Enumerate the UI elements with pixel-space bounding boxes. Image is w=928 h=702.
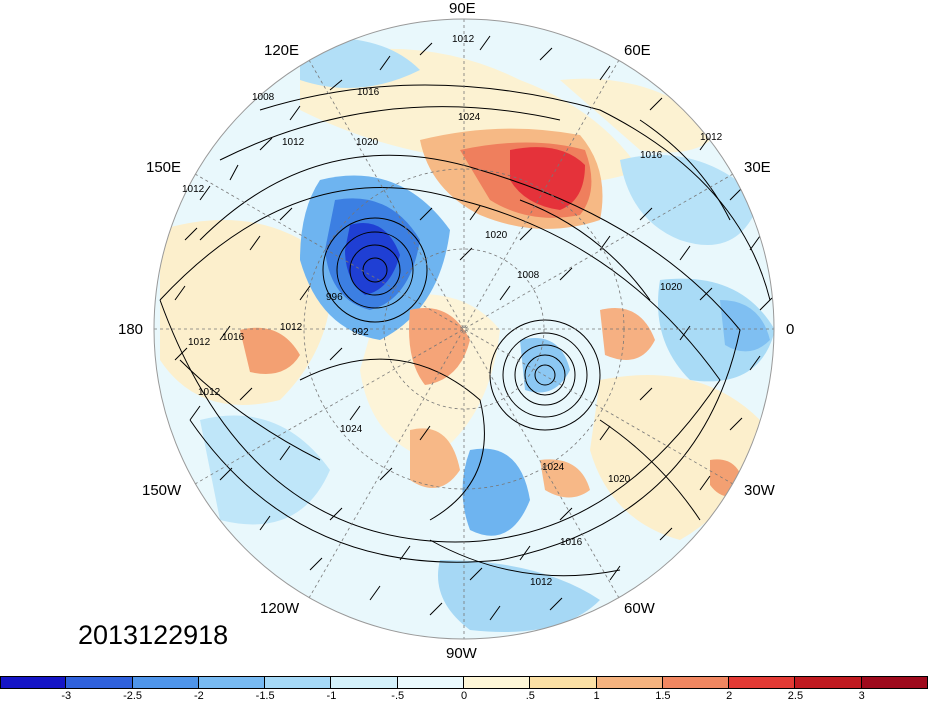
contour-label: 1012 xyxy=(282,137,305,148)
colorbar-swatch xyxy=(331,676,398,689)
date-stamp: 2013122918 xyxy=(78,620,229,650)
colorbar-swatch xyxy=(0,676,67,689)
colorbar-tick-label: 3 xyxy=(858,690,865,702)
colorbar-tick-label: .5 xyxy=(525,690,535,702)
colorbar-tick-label: -1 xyxy=(326,690,337,702)
colorbar-swatch xyxy=(66,676,133,689)
colorbar-swatch xyxy=(464,676,531,689)
lon-label-30e: 30E xyxy=(744,159,771,176)
contour-label: 1024 xyxy=(542,462,565,473)
colorbar-tick-label: 0 xyxy=(460,690,468,702)
contour-label: 1024 xyxy=(340,424,363,435)
colorbar-swatch xyxy=(397,676,464,689)
contour-label: 1008 xyxy=(517,270,540,281)
contour-label: 1012 xyxy=(452,34,475,45)
contour-label: 1008 xyxy=(252,92,275,103)
colorbar-tick-label: -2.5 xyxy=(123,690,143,702)
lon-label-150w: 150W xyxy=(142,482,182,499)
contour-label-group: 1012 1016 1008 1012 1020 1024 1012 1016 … xyxy=(182,34,723,588)
colorbar-tick-label: 1 xyxy=(593,690,600,702)
colorbar-tick-label: 2 xyxy=(726,690,733,702)
lon-label-60w: 60W xyxy=(624,600,655,617)
colorbar-swatch xyxy=(729,676,796,689)
polar-map: 1012 1016 1008 1012 1020 1024 1012 1016 … xyxy=(153,18,775,640)
map-boundary xyxy=(153,18,775,640)
colorbar-swatch xyxy=(795,676,862,689)
wind-barbs xyxy=(174,35,773,621)
colorbar-swatch xyxy=(132,676,199,689)
contour-label: 1020 xyxy=(608,474,631,485)
lon-label-120w: 120W xyxy=(260,600,300,617)
contour-label: 1012 xyxy=(700,132,723,143)
contour-label: 1012 xyxy=(280,322,303,333)
colorbar-frame xyxy=(0,676,928,689)
lon-label-90w: 90W xyxy=(446,645,477,662)
colorbar-tick-label: -2 xyxy=(193,690,204,702)
lon-label-60e: 60E xyxy=(624,42,651,59)
lon-label-30w: 30W xyxy=(744,482,775,499)
contour-label: 1012 xyxy=(182,184,205,195)
lon-label-180: 180 xyxy=(118,321,144,338)
lon-label-0: 0 xyxy=(786,321,795,338)
contour-label: 1024 xyxy=(458,112,481,123)
colorbar-tick-label: 1.5 xyxy=(655,690,671,702)
contour-label: 1016 xyxy=(640,150,663,161)
colorbar-swatch xyxy=(198,676,266,689)
lon-label-120e: 120E xyxy=(264,42,300,59)
colorbar-tick-label: 2.5 xyxy=(787,690,804,702)
contour-label: 996 xyxy=(326,292,343,303)
colorbar-swatch xyxy=(265,676,332,689)
colorbar-tick-label: -3 xyxy=(61,690,72,702)
lon-label-90e: 90E xyxy=(449,0,476,17)
contour-label: 1012 xyxy=(188,337,211,348)
colorbar-swatch xyxy=(662,676,730,689)
contour-label: 1020 xyxy=(356,137,379,148)
colorbar-tick-label: -1.5 xyxy=(255,690,275,702)
colorbar-swatch xyxy=(530,676,597,689)
contour-label: 1016 xyxy=(357,87,380,98)
colorbar-tick-label: -.5 xyxy=(391,690,405,702)
contour-label: 1012 xyxy=(198,387,221,398)
contour-label: 1020 xyxy=(660,282,683,293)
contour-label: 1020 xyxy=(485,230,508,241)
contour-label: 1012 xyxy=(530,577,553,588)
lon-label-150e: 150E xyxy=(146,159,182,176)
contour-label: 1016 xyxy=(222,332,245,343)
contour-label: 992 xyxy=(352,327,369,338)
colorbar: -3 -2.5 -2 -1.5 -1 -.5 0 .5 1 1.5 2 2.5 3 xyxy=(0,676,928,702)
colorbar-swatch xyxy=(596,676,663,689)
graticule xyxy=(154,19,774,639)
contour-label: 1016 xyxy=(560,537,583,548)
